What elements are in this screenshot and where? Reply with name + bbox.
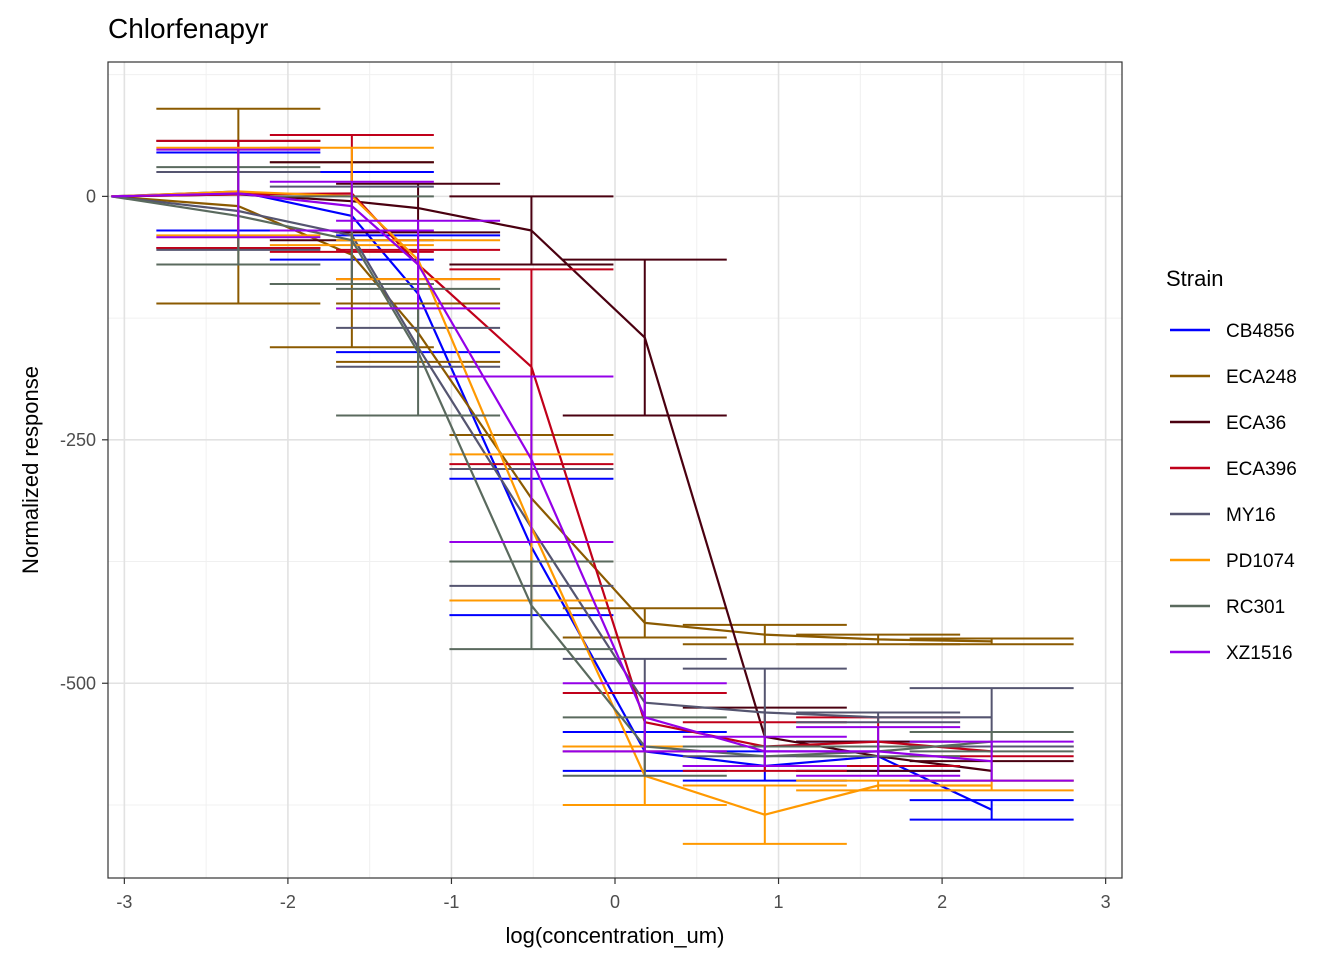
legend-title: Strain <box>1166 266 1223 291</box>
series-line <box>111 192 992 763</box>
series-CB4856 <box>111 151 1074 821</box>
legend-label: ECA248 <box>1226 367 1297 388</box>
x-tick-label: 2 <box>937 892 947 912</box>
legend-label: ECA36 <box>1226 413 1286 434</box>
series-line <box>111 195 992 643</box>
series-PD1074 <box>111 146 1074 845</box>
series-layer <box>111 107 1074 845</box>
y-tick-label: -500 <box>60 673 96 693</box>
legend-label: ECA396 <box>1226 459 1297 480</box>
legend-label: PD1074 <box>1226 551 1295 572</box>
legend: Strain CB4856 ECA248 ECA36 ECA396 MY16 PD1074… <box>1166 266 1297 664</box>
y-axis-title: Normalized response <box>18 366 43 574</box>
x-axis-title: log(concentration_um) <box>506 923 725 948</box>
x-tick-label: -1 <box>443 892 459 912</box>
series-line <box>111 193 992 772</box>
series-line <box>111 192 992 753</box>
legend-label: RC301 <box>1226 597 1285 618</box>
chart-title: Chlorfenapyr <box>108 13 268 44</box>
legend-label: MY16 <box>1226 505 1276 526</box>
series-XZ1516 <box>111 148 1074 782</box>
x-tick-label: 3 <box>1101 892 1111 912</box>
axes: -3 -2 -1 0 1 2 3 0 -250 -500 <box>60 186 1111 912</box>
series-line <box>111 195 992 758</box>
x-tick-label: 0 <box>610 892 620 912</box>
legend-label: XZ1516 <box>1226 643 1293 664</box>
x-tick-label: -3 <box>116 892 132 912</box>
legend-label: CB4856 <box>1226 321 1295 342</box>
y-tick-label: 0 <box>86 186 96 206</box>
x-tick-label: 1 <box>774 892 784 912</box>
x-tick-label: -2 <box>280 892 296 912</box>
series-RC301 <box>111 166 1074 777</box>
y-tick-label: -250 <box>60 430 96 450</box>
